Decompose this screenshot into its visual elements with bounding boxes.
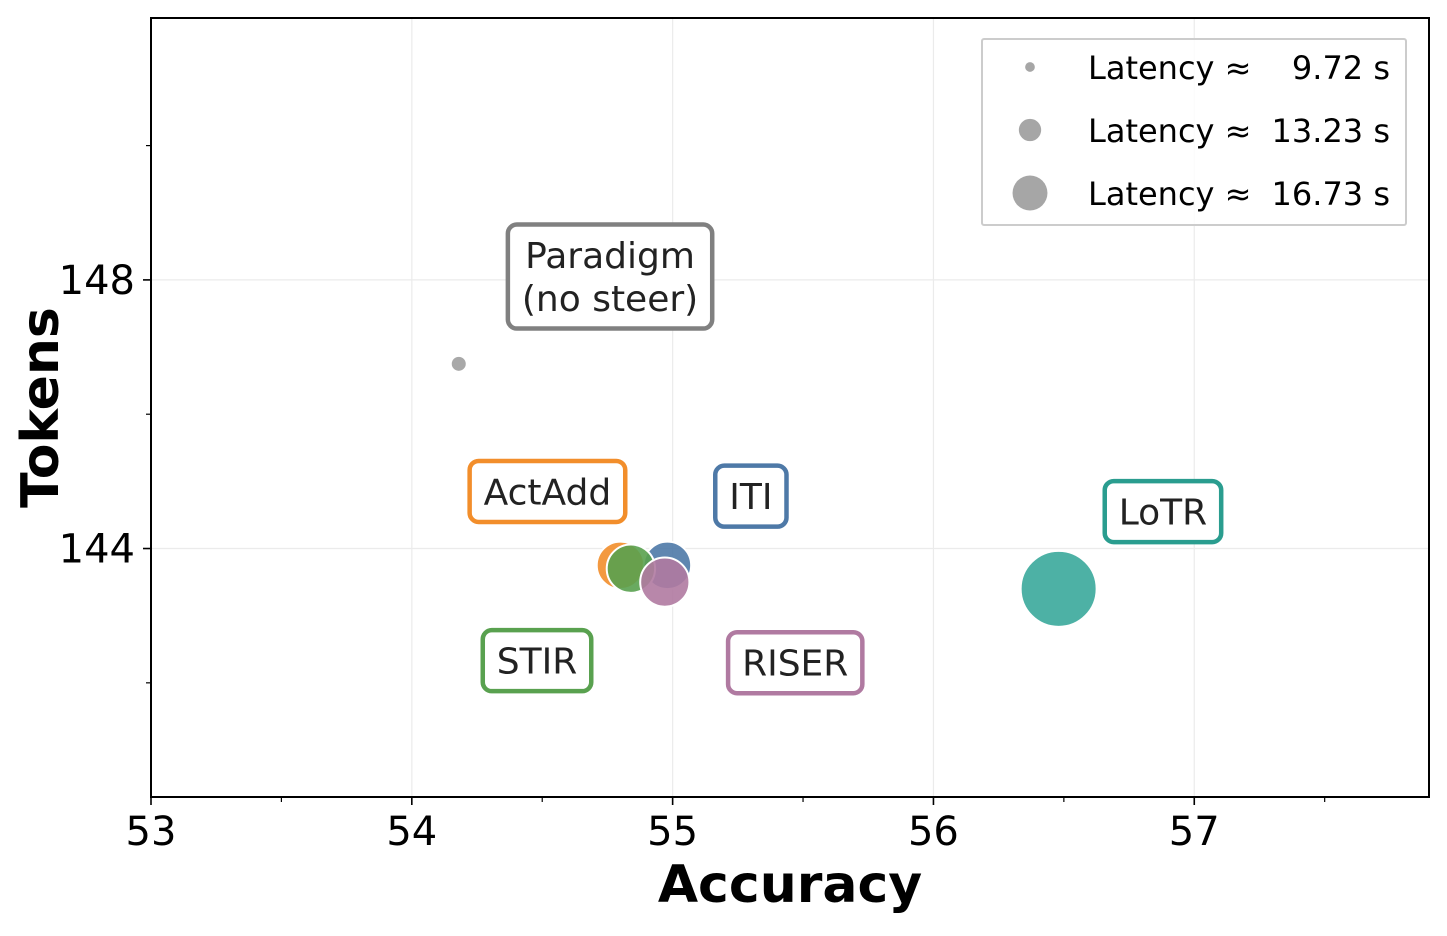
label-text-paradigm: (no steer) [522, 279, 698, 320]
marker-paradigm [449, 354, 468, 373]
label-box-iti [713, 463, 789, 529]
legend-marker [1025, 62, 1035, 72]
x-tick-label: 55 [647, 809, 698, 855]
label-box-riser [725, 629, 865, 696]
legend-marker [1018, 118, 1042, 142]
label-box-paradigm [505, 222, 715, 331]
x-axis-title: Accuracy [658, 855, 922, 915]
label-paradigm: Paradigm(no steer) [505, 222, 715, 331]
marker-riser [639, 556, 691, 608]
label-text-riser: RISER [742, 644, 848, 685]
legend-label: Latency ≈ [1088, 112, 1251, 150]
label-iti: ITI [713, 463, 789, 529]
plot-frame [150, 17, 1430, 798]
x-tick-label: 53 [126, 809, 177, 855]
label-box-actadd [467, 458, 628, 525]
label-riser: RISER [725, 629, 865, 696]
legend-label: Latency ≈ [1088, 49, 1251, 87]
label-text-iti: ITI [729, 477, 772, 518]
x-tick-label: 56 [908, 809, 959, 855]
series-label-layer: Paradigm(no steer) ActAdd ITI STIR RISER LoTR [467, 222, 1224, 696]
legend-value: 9.72 s [1292, 49, 1390, 87]
label-text-lotr: LoTR [1119, 493, 1207, 534]
x-tick-label: 54 [386, 809, 437, 855]
y-tick-label: 148 [59, 258, 135, 304]
label-box-stir [480, 627, 594, 694]
label-stir: STIR [480, 627, 594, 694]
label-box-lotr [1102, 478, 1224, 545]
tick-layer: 53 54 55 56 57 144 148 [59, 144, 1326, 855]
label-text-paradigm: Paradigm [525, 236, 695, 277]
label-text-actadd: ActAdd [484, 472, 612, 513]
label-lotr: LoTR [1102, 478, 1224, 545]
marker-layer [449, 354, 1098, 628]
label-text-stir: STIR [497, 642, 577, 683]
x-tick-label: 57 [1169, 809, 1220, 855]
legend-value: 16.73 s [1272, 175, 1390, 213]
y-axis-title: Tokens [11, 307, 71, 508]
legend-marker [1012, 175, 1048, 211]
legend-label: Latency ≈ [1088, 175, 1251, 213]
marker-lotr [1019, 549, 1098, 628]
y-tick-label: 144 [59, 527, 135, 573]
legend: Latency ≈ 9.72 s Latency ≈ 13.23 s Latency ≈… [981, 38, 1407, 226]
label-actadd: ActAdd [467, 458, 628, 525]
legend-frame [981, 38, 1407, 226]
legend-value: 13.23 s [1272, 112, 1390, 150]
